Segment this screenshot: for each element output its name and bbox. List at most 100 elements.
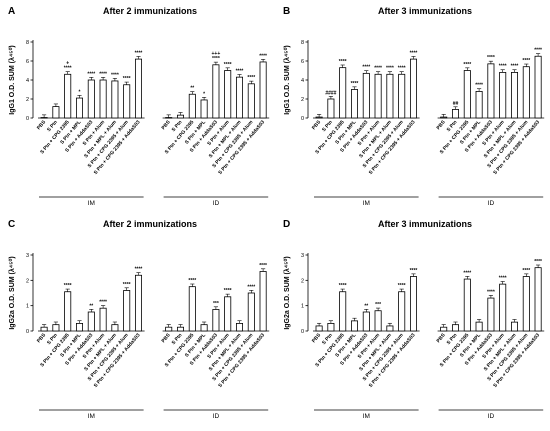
bar [510, 72, 518, 119]
significance-label: * [203, 91, 205, 97]
bar [200, 324, 208, 332]
bar [499, 72, 507, 119]
bar [522, 276, 530, 332]
bar [362, 311, 370, 332]
bar [398, 291, 406, 332]
significance-label: #### [325, 90, 336, 96]
y-tick-label: 1 [26, 304, 29, 310]
significance-label: **** [259, 263, 267, 269]
bar [339, 67, 347, 119]
y-tick-label: 2 [26, 278, 29, 284]
y-tick-label: 4 [26, 78, 29, 84]
category-label: PBS [311, 332, 323, 344]
bar [327, 98, 335, 119]
group-label: ID [213, 413, 220, 420]
y-tick-label: 4 [301, 78, 304, 84]
bar [315, 116, 323, 119]
chart-title: After 3 immunizations [378, 219, 472, 229]
category-label: PBS [161, 332, 173, 344]
bar [463, 278, 471, 332]
bar [76, 323, 84, 332]
significance-label: **** [247, 75, 255, 81]
bar [451, 109, 459, 119]
bar [451, 324, 459, 332]
bar [386, 73, 394, 119]
significance-label: ## [453, 101, 459, 107]
bar [64, 73, 72, 119]
bar [99, 307, 107, 332]
significance-label: **** [463, 62, 471, 68]
group-label: ID [213, 200, 220, 207]
significance-label: * [79, 89, 81, 95]
chart-a: A After 2 immunizations IgG1 O.D. SUM (λ⁴⁵… [8, 6, 270, 207]
bar [339, 291, 347, 332]
significance-label: **** [87, 71, 95, 77]
significance-label: **** [487, 289, 495, 295]
bar [475, 321, 483, 332]
chart-b: B After 3 immunizations IgG1 O.D. SUM (λ⁴⁵… [283, 6, 545, 207]
bar [224, 70, 232, 119]
significance-label: *** [213, 301, 219, 307]
significance-label: **** [398, 283, 406, 289]
bar [99, 79, 107, 119]
bar [247, 292, 255, 332]
bar [176, 326, 184, 332]
bar [40, 326, 48, 332]
significance-label: **** [236, 68, 244, 74]
bar [386, 325, 394, 332]
group-label: ID [488, 413, 495, 420]
bar [111, 80, 119, 119]
significance-label: **** [374, 66, 382, 72]
bar [224, 296, 232, 332]
bar [87, 311, 95, 332]
y-tick-label: 3 [301, 253, 304, 259]
bar [362, 72, 370, 119]
bar [235, 76, 243, 119]
bar [235, 323, 243, 332]
category-label: PBS [36, 332, 48, 344]
significance-label: **** [398, 66, 406, 72]
y-tick-label: 8 [301, 40, 304, 46]
significance-label: **** [386, 66, 394, 72]
bar [64, 291, 72, 332]
bar [40, 117, 48, 119]
bar [440, 116, 448, 119]
category-label: PBS [161, 119, 173, 131]
y-axis-label: IgG2a O.D. SUM (λ⁴⁵⁰) [283, 256, 291, 329]
significance-label: **** [99, 300, 107, 306]
significance-label: **** [410, 268, 418, 274]
bar [487, 297, 495, 332]
chart-title: After 3 immunizations [378, 6, 472, 16]
y-tick-label: 6 [26, 59, 29, 65]
significance-label: **** [534, 259, 542, 265]
significance-label: **** [522, 268, 530, 274]
bar [499, 283, 507, 332]
panel-letter: B [283, 6, 290, 17]
significance-label: **** [362, 65, 370, 71]
bar [534, 55, 542, 119]
chart-c: C After 2 immunizations IgG2a O.D. SUM (λ⁴… [8, 219, 270, 420]
significance-label: **** [522, 58, 530, 64]
bar [176, 114, 184, 119]
y-tick-label: 0 [301, 116, 304, 122]
significance-label: **** [259, 53, 267, 59]
significance-label: **** [410, 50, 418, 56]
significance-label: *** [375, 302, 381, 308]
bar [351, 320, 359, 332]
bar [487, 63, 495, 119]
bar [247, 83, 255, 119]
bar [134, 274, 142, 332]
bar [409, 276, 417, 332]
bar [123, 290, 131, 332]
significance-label: **** [511, 64, 519, 70]
y-tick-label: 0 [26, 116, 29, 122]
bar [440, 326, 448, 332]
group-label: IM [363, 200, 370, 207]
significance-label: **** [123, 282, 131, 288]
significance-label: **** [499, 275, 507, 281]
bar [374, 73, 382, 119]
category-label: PBS [436, 332, 448, 344]
significance-label: ** [364, 303, 368, 309]
significance-label: **** [499, 64, 507, 70]
bar [212, 64, 220, 119]
